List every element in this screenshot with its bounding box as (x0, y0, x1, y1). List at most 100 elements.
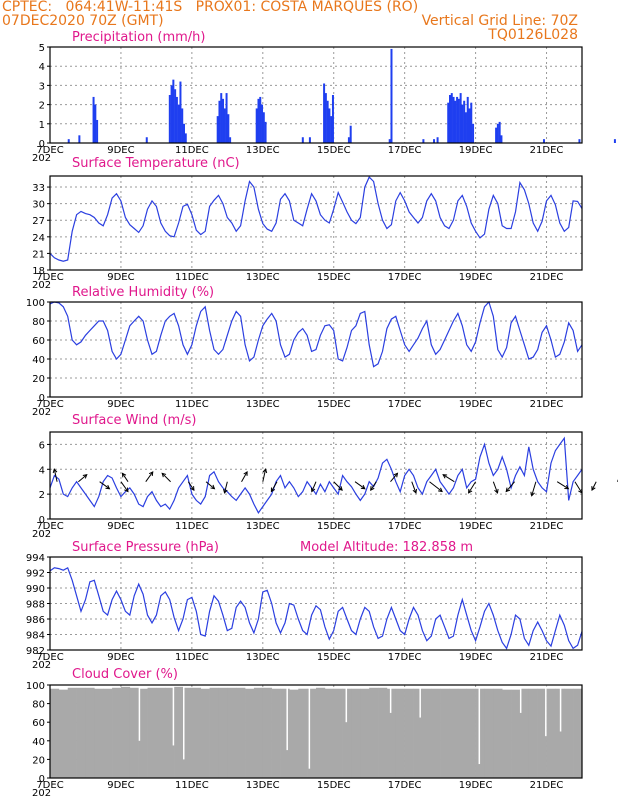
cloud-bar (493, 688, 503, 778)
wind-arrow-head (591, 486, 596, 492)
wind-arrow-head (393, 472, 399, 478)
humidity-xtick-label: 15DEC (317, 399, 351, 410)
temperature-xtick-label: 7DEC (36, 272, 63, 283)
cloud-bar (351, 688, 361, 778)
wind-arrow-head (338, 486, 343, 491)
cloud-gap (478, 685, 481, 765)
cloud-bar (236, 687, 246, 778)
wind-arrow (492, 481, 499, 494)
temperature-ytick-label: 24 (32, 233, 45, 244)
cloud-bar (369, 687, 379, 778)
cloud-bar (298, 688, 308, 778)
wind-arrow-head (310, 487, 316, 493)
wind-arrow-head (262, 468, 268, 474)
humidity-xtick-label: 13DEC (246, 399, 280, 410)
precip-bar (349, 125, 352, 143)
precip-bar (390, 48, 393, 143)
cloud-cover-ytick-label: 60 (32, 718, 45, 729)
cloud-bar (413, 688, 423, 778)
pressure-xtick-label: 13DEC (246, 652, 280, 663)
temperature-xtick-label: 17DEC (388, 272, 422, 283)
wind-arrow (390, 472, 398, 483)
temperature-ytick-label: 18 (32, 266, 45, 277)
wind-arrow (78, 474, 88, 483)
precip-bar (433, 139, 436, 143)
precip-bar (94, 104, 97, 143)
cloud-bar (129, 687, 139, 778)
wind-arrow (429, 481, 443, 492)
precipitation-ytick-label: 1 (39, 120, 45, 131)
wind-arrow (145, 471, 154, 483)
precip-bar (229, 137, 232, 143)
precip-bar (326, 100, 329, 143)
wind-xtick-label: 19DEC (459, 521, 493, 532)
cloud-bar (174, 686, 184, 778)
precip-bar (328, 108, 331, 143)
wind-arrow (224, 481, 228, 494)
cloud-cover-ytick-label: 80 (32, 700, 45, 711)
precip-bar (220, 93, 223, 143)
wind-xtick-label: 13DEC (246, 521, 280, 532)
precipitation-xtick-label: 15DEC (317, 145, 351, 156)
precip-bar (449, 95, 451, 143)
temperature-xtick-label: 9DEC (107, 272, 134, 283)
cloud-bar (502, 689, 512, 778)
humidity-ytick-label: 80 (32, 317, 45, 328)
precip-bar (308, 137, 311, 143)
humidity-xtick-label: 19DEC (459, 399, 493, 410)
cloud-gap (183, 685, 185, 760)
cloud-bar (147, 687, 157, 778)
temperature-ytick-label: 27 (32, 216, 45, 227)
wind-xtick-label: 9DEC (107, 521, 134, 532)
wind-arrow-head (52, 468, 58, 474)
cloud-bar (307, 688, 317, 778)
wind-xtick-label: 11DEC (175, 521, 209, 532)
cloud-bar (76, 687, 86, 778)
precip-bar (498, 121, 501, 143)
wind-arrow (333, 481, 343, 491)
precip-bar (331, 95, 334, 143)
cloud-bar (85, 687, 95, 778)
cloud-bar (546, 688, 556, 778)
humidity-xtick-label: 7DEC (36, 399, 63, 410)
cloud-bar (466, 688, 476, 778)
cloud-cover-ytick-label: 20 (32, 755, 45, 766)
temperature-xtick-label: 19DEC (459, 272, 493, 283)
pressure-xtick-label: 17DEC (388, 652, 422, 663)
wind-arrow (262, 469, 267, 482)
humidity-xtick-label: 21DEC (530, 399, 564, 410)
cloud-gap (172, 685, 175, 746)
precip-bar (578, 139, 581, 143)
wind-arrow-head (148, 471, 154, 476)
wind-arrow-head (505, 487, 511, 493)
cloud-bar (511, 689, 521, 778)
precip-bar (323, 83, 326, 143)
wind-arrow (99, 481, 110, 490)
wind-arrow (531, 481, 537, 496)
temperature-ytick-label: 30 (32, 200, 45, 211)
temperature-xtick-label: 11DEC (175, 272, 209, 283)
wind-arrow-head (210, 484, 216, 490)
precip-bar (456, 96, 459, 143)
cloud-bar (519, 688, 530, 778)
temperature-xtick-label: 15DEC (317, 272, 351, 283)
wind-arrow (370, 481, 377, 491)
cloud-bar (316, 687, 326, 778)
precip-bar (447, 102, 450, 143)
header-line1: CPTEC: 064:41W-11:41S PROX01: COSTA MARQ… (2, 0, 419, 15)
cloud-bar (431, 688, 441, 778)
cloud-bar (183, 687, 193, 778)
wind-xtick-label: 21DEC (530, 521, 564, 532)
cloud-cover-frame (49, 684, 583, 779)
precip-bar (261, 104, 264, 143)
precip-bar (466, 96, 469, 143)
cloud-bar (528, 688, 538, 778)
wind-title: Surface Wind (m/s) (72, 413, 196, 428)
precip-bar (175, 96, 178, 143)
humidity-xtick-label: 9DEC (107, 399, 134, 410)
humidity-ytick-label: 100 (26, 298, 45, 309)
cloud-bar (457, 688, 468, 778)
wind-arrow (161, 472, 171, 483)
precip-bar (495, 127, 498, 143)
